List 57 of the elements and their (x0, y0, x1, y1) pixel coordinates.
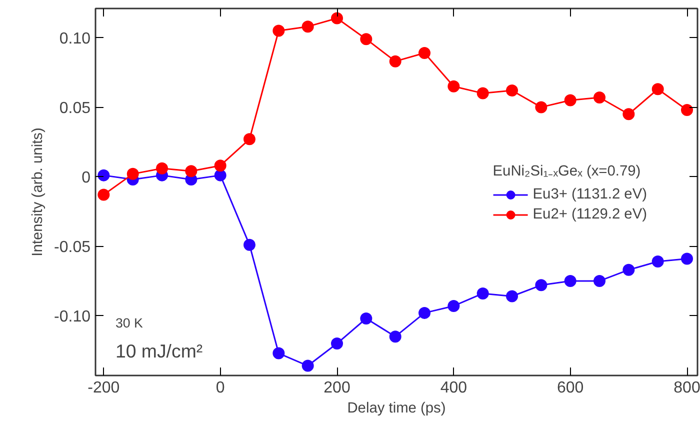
point (622, 108, 635, 120)
y-tick-label: -0.10 (54, 308, 91, 326)
point (506, 290, 518, 302)
point (418, 306, 430, 319)
point (272, 24, 285, 37)
point (594, 274, 606, 287)
point (126, 168, 139, 180)
point (389, 330, 402, 343)
point (244, 238, 256, 251)
point (156, 162, 168, 174)
y-tick-label: -0.05 (54, 239, 91, 256)
point (331, 12, 343, 24)
point (681, 252, 693, 265)
y-axis-title: Intensity (arb. units) (30, 128, 46, 256)
point (448, 80, 460, 92)
x-tick-label: 800 (674, 380, 700, 396)
legend-label: Eu3+ (1131.2 eV) (532, 186, 647, 202)
point (331, 338, 343, 350)
legend-label: Eu2+ (1129.2 eV) (532, 206, 647, 222)
point (360, 312, 372, 324)
point (214, 169, 226, 182)
point (622, 264, 635, 276)
point (476, 287, 489, 300)
point (302, 360, 314, 372)
point (506, 84, 518, 97)
legend-title: EuNi₂Si₁₋ₓGeₓ (x=0.79) (492, 162, 642, 179)
y-tick-label: 0 (82, 170, 91, 187)
x-tick-label: 400 (440, 380, 468, 396)
point (652, 256, 664, 268)
annotation: 10 mJ/cm² (116, 340, 203, 362)
point (594, 91, 606, 104)
point (535, 279, 548, 292)
point (244, 133, 256, 146)
x-axis-title: Delay time (ps) (347, 400, 446, 416)
point (302, 20, 314, 33)
point (185, 165, 198, 178)
point (360, 33, 372, 46)
point (98, 188, 110, 201)
point (535, 101, 548, 114)
y-tick-label: 0.10 (59, 30, 91, 48)
point (564, 274, 576, 287)
x-tick-label: 600 (556, 380, 584, 396)
point (652, 83, 664, 96)
point (214, 160, 226, 172)
point (448, 300, 460, 312)
point (564, 94, 576, 106)
point (681, 104, 693, 116)
point (272, 347, 285, 360)
point (476, 87, 489, 100)
x-tick-label: 200 (324, 380, 350, 396)
point (418, 46, 430, 59)
point (98, 169, 110, 182)
x-tick-label: -200 (88, 380, 120, 396)
point (389, 55, 402, 68)
annotation: 30 K (116, 316, 144, 330)
y-tick-label: 0.05 (59, 100, 91, 118)
x-tick-label: 0 (216, 380, 225, 396)
